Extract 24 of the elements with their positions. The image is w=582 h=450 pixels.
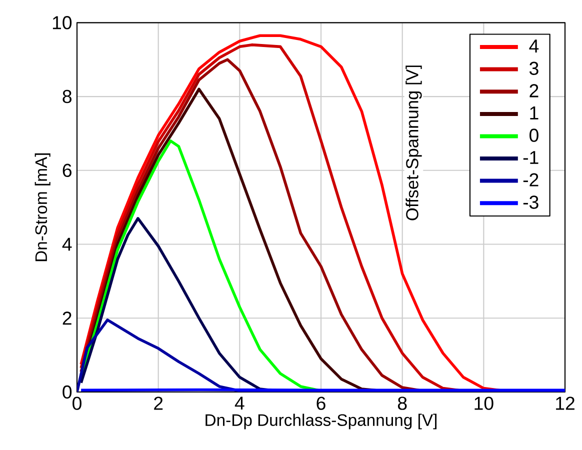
legend-label: -3 — [523, 196, 538, 209]
y-tick-label: 0 — [62, 385, 72, 399]
y-tick-label: 6 — [62, 164, 72, 178]
x-tick-label: 8 — [398, 396, 407, 410]
legend-label: 3 — [529, 62, 538, 76]
legend-label: 4 — [529, 40, 539, 52]
legend-title: Offset-Spannung [V] — [406, 66, 422, 220]
legend-label: 0 — [530, 128, 538, 142]
y-tick-label: 8 — [62, 90, 72, 104]
x-tick-label: 10 — [474, 396, 494, 410]
legend-label: -2 — [523, 173, 538, 186]
y-tick-label: 2 — [62, 312, 72, 325]
legend-label: 2 — [530, 84, 538, 98]
x-tick-label: 2 — [154, 396, 163, 410]
x-tick-label: 0 — [72, 396, 82, 410]
x-tick-label: 6 — [316, 396, 326, 410]
legend-label: -1 — [523, 151, 538, 164]
y-tick-label: 4 — [62, 238, 72, 251]
legend-label: 1 — [530, 106, 538, 120]
x-tick-label: 4 — [234, 396, 244, 410]
y-axis-title: Dn-Strom [mA] — [34, 153, 50, 262]
x-tick-label: 12 — [556, 396, 574, 410]
x-axis-title: Dn-Dp Durchlass-Spannung [V] — [206, 414, 436, 430]
y-tick-label: 10 — [52, 16, 72, 30]
